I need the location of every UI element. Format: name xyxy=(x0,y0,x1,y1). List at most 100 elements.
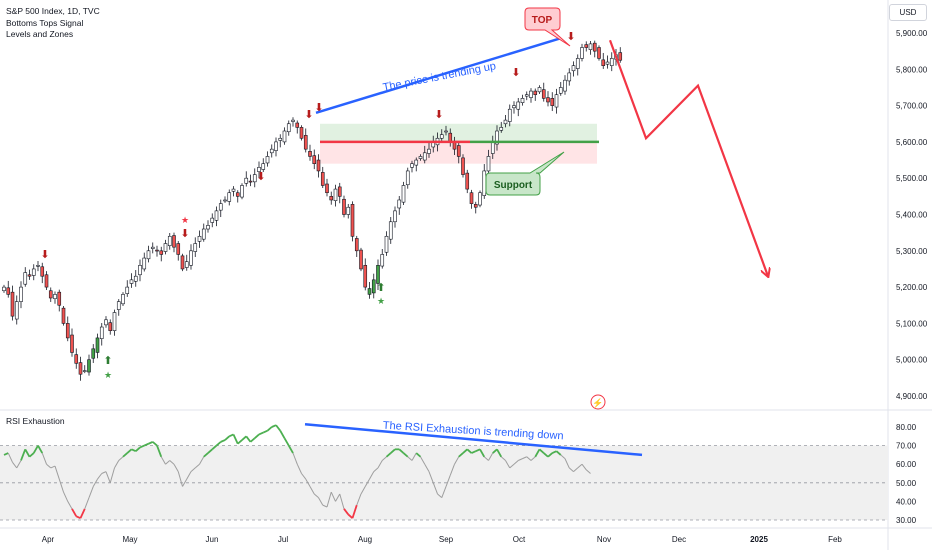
candle-body xyxy=(618,52,623,61)
indicator-levels-zones[interactable]: Levels and Zones xyxy=(6,29,74,39)
rsi-segment xyxy=(385,452,392,458)
rsi-segment xyxy=(560,454,566,459)
candle-body xyxy=(99,326,104,339)
candle-body xyxy=(478,192,482,206)
candle-body xyxy=(65,323,70,339)
top-callout[interactable]: TOP xyxy=(524,7,571,47)
rsi-segment xyxy=(182,478,188,487)
rsi-segment xyxy=(364,478,370,487)
rsi-segment xyxy=(326,491,332,508)
rsi-segment xyxy=(224,435,230,441)
rsi-segment xyxy=(513,460,519,465)
candle-body xyxy=(329,196,334,201)
rsi-segment xyxy=(54,465,60,480)
candle-body xyxy=(546,97,550,103)
rsi-segment xyxy=(122,452,128,458)
rsi-segment xyxy=(190,467,196,473)
rsi-segment xyxy=(152,441,158,447)
rsi-segment xyxy=(356,493,362,506)
time-axis[interactable]: Apr May Jun Jul Aug Sep Oct Nov Dec 2025 Feb xyxy=(42,535,843,544)
rsi-segment xyxy=(351,504,358,519)
projection-path[interactable] xyxy=(608,39,768,276)
rsi-segment xyxy=(492,448,498,454)
rsi-segment xyxy=(194,463,200,469)
symbol-title[interactable]: S&P 500 Index, 1D, TVC xyxy=(6,6,100,16)
candle-body xyxy=(10,291,15,317)
candle-body xyxy=(155,249,159,252)
candle-body xyxy=(167,235,172,247)
candle-body xyxy=(418,156,423,159)
candle-body xyxy=(397,199,402,209)
rsi-segment xyxy=(41,452,47,465)
rsi-segment xyxy=(67,501,73,510)
price-tick-label: 5,000.00 xyxy=(896,356,928,365)
rsi-trend-line[interactable] xyxy=(304,422,643,457)
rsi-reference-lines xyxy=(0,445,888,521)
candle-body xyxy=(269,148,274,154)
time-tick-label: Oct xyxy=(513,535,526,544)
rsi-segment xyxy=(118,456,124,461)
rsi-segment xyxy=(20,448,27,461)
rsi-segment xyxy=(3,452,9,456)
candle-body xyxy=(91,348,96,359)
candle-body xyxy=(257,167,261,172)
candle-body xyxy=(299,127,304,139)
indicator-bottoms-tops[interactable]: Bottoms Tops Signal xyxy=(6,17,84,28)
candle-body xyxy=(227,192,232,202)
rsi-segment xyxy=(483,456,489,461)
rsi-segment xyxy=(534,448,541,458)
candle-body xyxy=(261,163,266,170)
candle-body xyxy=(125,286,130,294)
currency-button[interactable]: USD xyxy=(889,4,927,21)
rsi-panel-title[interactable]: RSI Exhaustion xyxy=(6,416,65,426)
candle-body xyxy=(520,98,525,103)
star-icon: ★ xyxy=(377,296,385,306)
price-trend-label: The price is trending up xyxy=(382,60,497,94)
candle-body xyxy=(142,257,147,270)
candle-body xyxy=(27,274,32,277)
rsi-segment xyxy=(262,429,268,434)
candle-body xyxy=(163,243,168,252)
price-trend-line[interactable] xyxy=(315,37,561,115)
support-callout[interactable]: Support xyxy=(485,151,565,196)
candle-body xyxy=(601,59,606,66)
rsi-tick-label: 50.00 xyxy=(896,479,917,488)
candle-body xyxy=(325,183,329,194)
candle-body xyxy=(584,44,589,48)
candle-body xyxy=(439,134,444,139)
candle-body xyxy=(605,61,610,65)
candle-body xyxy=(308,151,312,157)
candle-body xyxy=(19,286,23,302)
rsi-segment xyxy=(232,434,239,445)
support-label: Support xyxy=(494,180,533,191)
price-tick-label: 5,600.00 xyxy=(896,138,928,147)
candle-body xyxy=(384,235,389,253)
price-tick-label: 5,700.00 xyxy=(896,102,928,111)
candle-body xyxy=(512,105,516,109)
rsi-axis[interactable]: 30.00 40.00 50.00 60.00 70.00 80.00 xyxy=(896,423,917,525)
candle-body xyxy=(597,47,601,59)
candle-body xyxy=(206,225,210,230)
candle-body xyxy=(473,204,478,208)
time-tick-label: Apr xyxy=(42,535,55,544)
price-axis[interactable]: 4,900.00 5,000.00 5,100.00 5,200.00 5,300.00… xyxy=(896,29,928,401)
candle-body xyxy=(333,188,338,202)
top-signal-icon: ⬇ xyxy=(434,109,443,121)
rsi-segment xyxy=(126,448,133,454)
candle-body xyxy=(121,294,125,305)
candle-body xyxy=(524,94,529,97)
candle-body xyxy=(609,58,614,66)
rsi-segment xyxy=(420,456,426,465)
rsi-segment xyxy=(46,463,52,469)
rsi-segment xyxy=(500,456,506,461)
rsi-segment xyxy=(573,467,579,473)
rsi-segment xyxy=(381,456,387,461)
candle-body xyxy=(422,152,427,161)
events-icon[interactable]: ⚡ xyxy=(590,394,606,410)
candle-body xyxy=(482,170,487,196)
rsi-segment xyxy=(245,435,252,443)
rsi-segment xyxy=(271,424,277,428)
rsi-segment xyxy=(84,497,90,510)
candle-body xyxy=(490,141,495,154)
